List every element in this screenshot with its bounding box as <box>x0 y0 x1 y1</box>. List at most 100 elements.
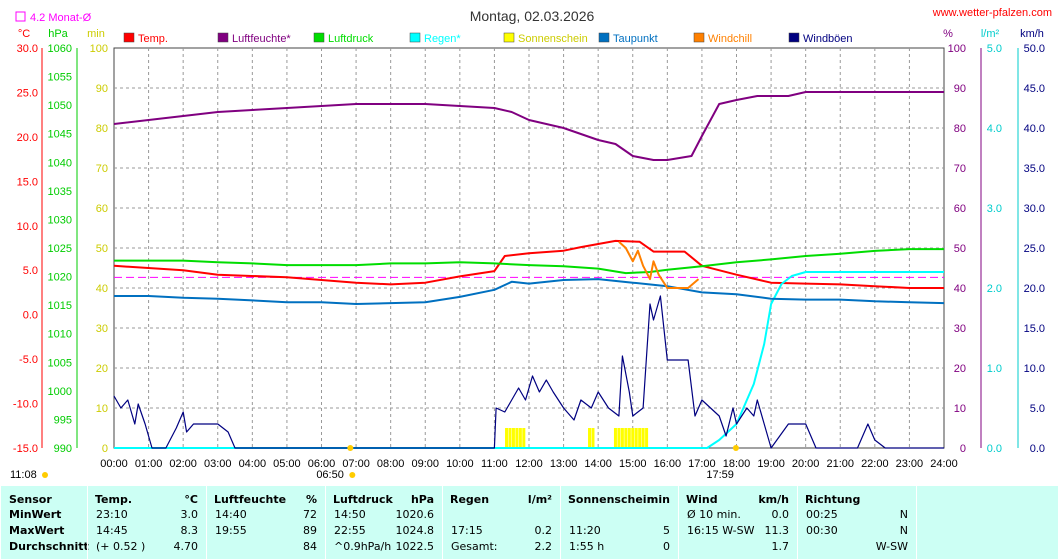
legend-label: Luftdruck <box>328 33 374 45</box>
sunshine-bar <box>617 428 621 448</box>
col-rain: Regen l/m² 17:15 0.2 Gesamt: 2.2 <box>442 486 560 559</box>
y-tick-rain: 4.0 <box>987 123 1002 135</box>
sunshine-bar <box>591 428 595 448</box>
legend-swatch <box>409 32 421 43</box>
series-line-luftfeuchte <box>113 91 944 161</box>
y-tick-humidity: 60 <box>954 203 966 215</box>
sunshine-unit: min <box>646 493 670 506</box>
y-tick-sunshine: 30 <box>96 323 108 335</box>
y-tick-rain: 0.0 <box>987 443 1002 455</box>
y-tick-temp: -5.0 <box>19 354 38 366</box>
y-tick-humidity: 100 <box>948 43 966 55</box>
x-tick: 16:00 <box>654 458 682 470</box>
y-tick-wind: 50.0 <box>1024 43 1045 55</box>
monthly-avg-marker <box>15 11 26 22</box>
direction-header: Richtung <box>805 493 861 506</box>
y-tick-temp: 10.0 <box>17 221 38 233</box>
pressure-row-value: 1024.8 <box>395 524 435 537</box>
y-tick-pressure: 1045 <box>48 129 72 141</box>
y-tick-temp: 25.0 <box>17 87 38 99</box>
rain-row-value: 0.2 <box>534 524 553 537</box>
y-tick-pressure: 1030 <box>48 214 72 226</box>
legend-label: Taupunkt <box>613 33 658 45</box>
y-tick-humidity: 90 <box>954 83 966 95</box>
y-tick-sunshine: 20 <box>96 363 108 375</box>
y-tick-pressure: 1035 <box>48 186 72 198</box>
y-tick-wind: 0.0 <box>1030 443 1045 455</box>
y-tick-temp: -10.0 <box>13 399 38 411</box>
legend-label: Temp. <box>138 33 168 45</box>
legend-label: Regen* <box>424 33 461 45</box>
col-humidity: Luftfeuchte% 14:40 72 19:55 89 84 <box>206 486 325 559</box>
direction-row-value: N <box>899 524 908 537</box>
y-tick-humidity: 10 <box>954 403 966 415</box>
y-tick-wind: 35.0 <box>1024 163 1045 175</box>
y-tick-rain: 2.0 <box>987 283 1002 295</box>
temp-header: Temp. <box>95 493 133 506</box>
sunshine-bar <box>634 428 638 448</box>
y-tick-sunshine: 50 <box>96 243 108 255</box>
stats-table: Sensor MinWert MaxWert Durchschnitt Temp. °C 2… <box>0 486 1058 559</box>
humidity-row-value: 89 <box>303 524 317 537</box>
y-tick-wind: 40.0 <box>1024 123 1045 135</box>
axis-unit-wind: km/h <box>1020 28 1044 40</box>
x-tick: 14:00 <box>584 458 612 470</box>
wind-row-value: 1.7 <box>771 540 790 553</box>
series-line-regen <box>114 271 944 449</box>
y-axes: 30.0 25.0 20.0 15.0 10.0 5.0 0.0 -5.0 -10.0 -15.0… <box>13 43 1045 455</box>
y-tick-humidity: 30 <box>954 323 966 335</box>
x-tick: 13:00 <box>550 458 578 470</box>
x-tick: 18:00 <box>723 458 751 470</box>
sunshine-row-value: 0 <box>663 540 670 553</box>
sunshine-bar <box>638 428 642 448</box>
y-tick-wind: 15.0 <box>1024 323 1045 335</box>
y-tick-pressure: 1015 <box>48 300 72 312</box>
temp-row-value: 3.0 <box>180 508 199 521</box>
y-tick-humidity: 0 <box>960 443 966 455</box>
col-wind: Wind km/h Ø 10 min. 0.0 16:15 W-SW 11.3 1.7 <box>678 486 797 559</box>
y-tick-wind: 20.0 <box>1024 283 1045 295</box>
y-tick-humidity: 80 <box>954 123 966 135</box>
sun-markers: 06:50 17:59 11:08 <box>10 445 739 481</box>
legend-label: Luftfeuchte* <box>232 33 291 45</box>
legend-label: Sonnenschein <box>518 33 588 45</box>
y-tick-pressure: 1025 <box>48 243 72 255</box>
sunrise-label: 06:50 <box>316 469 344 481</box>
rain-unit: l/m² <box>527 493 552 506</box>
chart-title: Montag, 02.03.2026 <box>470 8 595 24</box>
sunshine-bar <box>627 428 631 448</box>
y-tick-wind: 30.0 <box>1024 203 1045 215</box>
humidity-row-time: 14:40 <box>215 508 247 521</box>
humidity-row-value: 72 <box>303 508 317 521</box>
y-tick-humidity: 70 <box>954 163 966 175</box>
y-tick-temp: 0.0 <box>23 310 38 322</box>
sunshine-bar <box>515 428 519 448</box>
y-tick-pressure: 1000 <box>48 386 72 398</box>
daylength-icon <box>42 472 48 478</box>
wind-header: Wind <box>686 493 718 506</box>
series-line-temp <box>113 239 944 289</box>
sunrise-icon <box>349 472 356 478</box>
rain-row-value: 2.2 <box>534 540 553 553</box>
sunshine-bar <box>518 428 522 448</box>
rain-header: Regen <box>450 493 490 506</box>
y-tick-sunshine: 80 <box>96 123 108 135</box>
y-tick-wind: 45.0 <box>1024 83 1045 95</box>
axis-unit-temp: °C <box>18 28 30 40</box>
wind-row-value: 11.3 <box>764 524 790 537</box>
humidity-unit: % <box>305 493 317 506</box>
y-tick-sunshine: 90 <box>96 83 108 95</box>
legend-swatch <box>788 32 800 43</box>
x-tick: 20:00 <box>792 458 820 470</box>
monthly-avg-label: 4.2 Monat-Ø <box>30 12 92 24</box>
direction-row-value: W-SW <box>875 540 908 553</box>
sunset-marker <box>732 445 739 451</box>
x-tick: 02:00 <box>169 458 197 470</box>
legend-swatch <box>123 32 135 43</box>
y-tick-pressure: 995 <box>54 414 72 426</box>
y-tick-temp: 5.0 <box>23 265 38 277</box>
sunshine-row-value: 5 <box>663 524 670 537</box>
sensor-row-label: MaxWert <box>9 524 65 537</box>
wind-unit: km/h <box>758 493 789 506</box>
sunshine-bar <box>645 428 649 448</box>
